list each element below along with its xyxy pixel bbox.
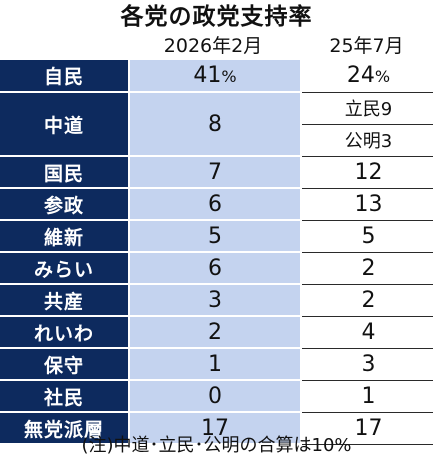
- table-row: 中道 8 立民9: [0, 92, 433, 157]
- current-value: 0: [128, 380, 302, 413]
- previous-value: 17: [301, 412, 433, 445]
- party-label: 共産: [0, 284, 129, 317]
- previous-value: 1: [301, 380, 433, 413]
- column-header-previous: 25年7月: [329, 35, 404, 57]
- table-row: 共産 3 2: [0, 284, 433, 317]
- current-value-cell: 41%: [128, 60, 302, 93]
- current-value: 1: [128, 348, 302, 381]
- party-label: みらい: [0, 252, 129, 285]
- previous-sub-value: 立民9: [301, 92, 433, 125]
- column-header-current: 2026年2月: [163, 35, 263, 57]
- party-label: 中道: [0, 92, 129, 157]
- previous-value: 24: [346, 63, 375, 89]
- party-label: 維新: [0, 220, 129, 253]
- table-row: 無党派層 17 17: [0, 412, 433, 445]
- current-value: 6: [128, 188, 302, 221]
- current-value: 3: [128, 284, 302, 317]
- table-body: 自民 41% 24% 中道 8 立民9 公明3 国民 7 12 参政: [0, 60, 433, 445]
- party-label: 参政: [0, 188, 129, 221]
- previous-value: 12: [301, 156, 433, 189]
- party-label: 国民: [0, 156, 129, 189]
- percent-sign: %: [374, 67, 391, 87]
- previous-value: 3: [301, 348, 433, 381]
- table-row: 公明3: [0, 124, 433, 157]
- previous-value: 13: [301, 188, 433, 221]
- current-value: 41: [193, 63, 222, 88]
- party-label: 自民: [0, 60, 129, 93]
- current-value: 2: [128, 316, 302, 349]
- footnote: (注)中道･立民･公明の合算は10%: [81, 435, 352, 456]
- percent-sign: %: [221, 67, 237, 86]
- table-row: みらい 6 2: [0, 252, 433, 285]
- table-row: 自民 41% 24%: [0, 60, 433, 93]
- current-value: 8: [208, 111, 222, 137]
- party-label: 社民: [0, 380, 129, 413]
- party-label: れいわ: [0, 316, 129, 349]
- party-label: 無党派層: [0, 412, 129, 445]
- current-value: 5: [128, 220, 302, 253]
- current-value: 7: [128, 156, 302, 189]
- table-row: 参政 6 13: [0, 188, 433, 221]
- current-value: 17: [128, 412, 302, 445]
- table-row: 社民 0 1: [0, 380, 433, 413]
- previous-value: 2: [301, 252, 433, 285]
- support-table: 自民 41% 24% 中道 8 立民9 公明3 国民 7 12 参政: [0, 60, 433, 445]
- table-row: 維新 5 5: [0, 220, 433, 253]
- previous-value: 5: [301, 220, 433, 253]
- current-value: 6: [128, 252, 302, 285]
- previous-value: 4: [301, 316, 433, 349]
- previous-value: 2: [301, 284, 433, 317]
- party-label: 保守: [0, 348, 129, 381]
- chart-title: 各党の政党支持率: [120, 4, 313, 30]
- table-row: れいわ 2 4: [0, 316, 433, 349]
- previous-value-cell: 24%: [301, 60, 433, 93]
- table-row: 保守 1 3: [0, 348, 433, 381]
- previous-sub-value: 公明3: [301, 124, 433, 157]
- table-row: 国民 7 12: [0, 156, 433, 189]
- current-value-cell: 8: [128, 92, 302, 157]
